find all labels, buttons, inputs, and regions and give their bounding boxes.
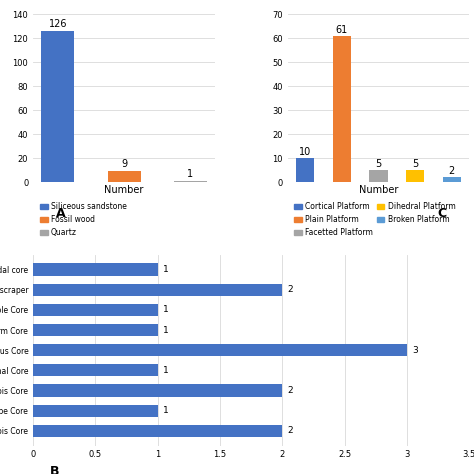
Legend: Siliceous sandstone, Fossil wood, Quartz: Siliceous sandstone, Fossil wood, Quartz (37, 200, 130, 240)
Bar (33, 304, 158, 316)
Bar (33, 405, 158, 417)
Bar (296, 158, 314, 182)
Bar (33, 365, 158, 376)
Text: 1: 1 (163, 265, 169, 274)
X-axis label: Number: Number (104, 185, 144, 195)
Text: C: C (438, 207, 447, 220)
Text: 1: 1 (187, 169, 193, 179)
Text: 126: 126 (49, 19, 67, 29)
Text: 2: 2 (287, 386, 293, 395)
Bar (33, 324, 158, 336)
Bar (33, 264, 158, 275)
Bar (369, 170, 388, 182)
Bar (33, 283, 283, 296)
Text: 2: 2 (287, 426, 293, 435)
Text: A: A (55, 207, 65, 220)
Text: 5: 5 (375, 159, 382, 169)
Legend: Cortical Platform, Plain Platform, Facetted Platform, Dihedral Platform, Broken : Cortical Platform, Plain Platform, Facet… (292, 200, 458, 240)
Text: 1: 1 (163, 326, 169, 335)
Text: 1: 1 (163, 406, 169, 415)
Text: 3: 3 (412, 346, 418, 355)
Bar (406, 170, 424, 182)
Text: 5: 5 (412, 159, 418, 169)
Text: 2: 2 (287, 285, 293, 294)
X-axis label: Number: Number (359, 185, 398, 195)
Text: 2: 2 (449, 166, 455, 176)
Text: 1: 1 (163, 366, 169, 375)
Bar (33, 425, 283, 437)
Text: 61: 61 (336, 25, 348, 35)
Bar (108, 171, 141, 182)
Bar (443, 177, 461, 182)
Text: 10: 10 (299, 147, 311, 157)
Text: B: B (50, 465, 60, 474)
Text: 1: 1 (163, 305, 169, 314)
Bar (33, 344, 407, 356)
Bar (41, 31, 74, 182)
Bar (333, 36, 351, 182)
Text: 9: 9 (121, 159, 127, 170)
Bar (173, 181, 207, 182)
Bar (33, 384, 283, 397)
